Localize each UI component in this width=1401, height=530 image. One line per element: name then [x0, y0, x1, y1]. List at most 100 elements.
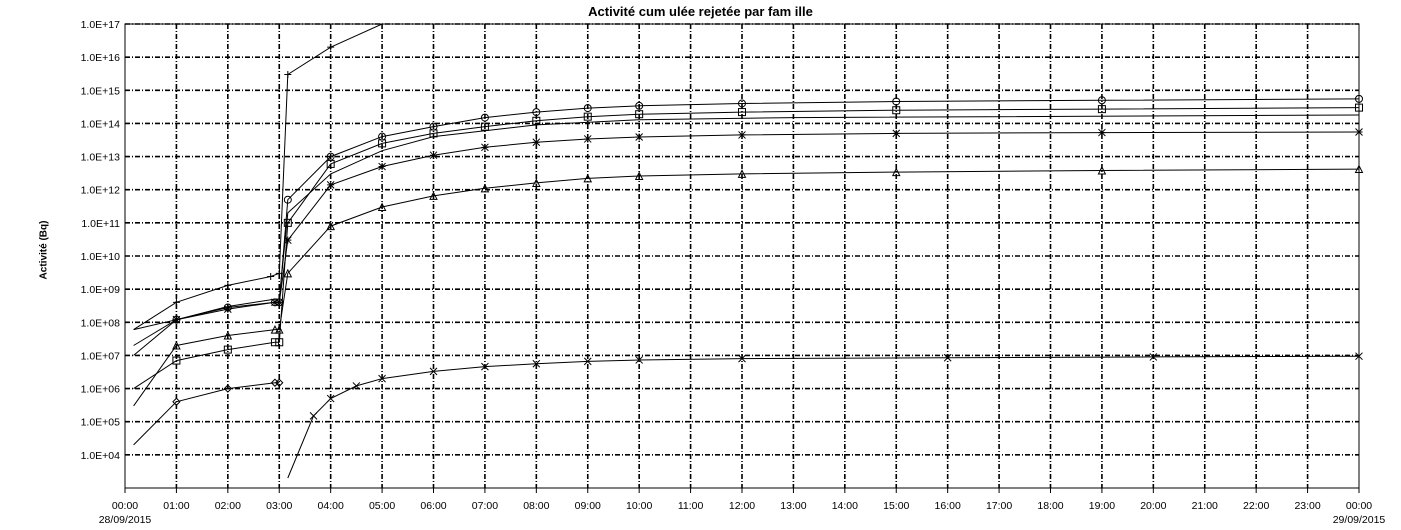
- triangle-marker: [223, 330, 233, 340]
- x-marker: [429, 367, 438, 376]
- y-tick-label: 1.0E+10: [81, 251, 121, 263]
- triangle-marker: [583, 173, 593, 183]
- circle-marker: [738, 99, 746, 108]
- y-tick-label: 1.0E+13: [81, 152, 121, 164]
- x-marker: [532, 359, 541, 368]
- star-marker: [1098, 128, 1106, 137]
- series-line: [133, 382, 280, 446]
- y-tick-label: 1.0E+11: [81, 218, 120, 230]
- x-tick-label: 18:00: [1037, 500, 1063, 512]
- triangle-marker: [172, 340, 181, 350]
- y-tick-label: 1.0E+09: [81, 284, 121, 296]
- star-marker: [378, 162, 386, 171]
- square-marker: [532, 116, 541, 125]
- x-tick-label: 17:00: [986, 500, 1012, 512]
- star-marker: [172, 315, 181, 324]
- circle-marker: [635, 101, 644, 110]
- star-marker: [738, 131, 746, 139]
- x-tick-label: 03:00: [266, 500, 292, 512]
- x-date-label-end: 29/09/2015: [1333, 514, 1386, 526]
- x-tick-label: 01:00: [163, 500, 189, 512]
- plus-marker: [172, 298, 180, 306]
- y-tick-label: 1.0E+14: [81, 118, 121, 130]
- square-marker: [1097, 105, 1106, 114]
- x-tick-label: 13:00: [780, 500, 806, 512]
- series-line: [133, 98, 1360, 356]
- square-marker: [283, 218, 292, 227]
- star-marker: [271, 298, 279, 307]
- x-tick-label: 12:00: [729, 500, 755, 512]
- x-marker: [378, 374, 386, 383]
- star-marker: [275, 298, 284, 307]
- x-tick-label: 21:00: [1192, 500, 1218, 512]
- x-marker: [583, 357, 592, 366]
- triangle-marker: [274, 325, 284, 334]
- x-marker: [481, 362, 489, 371]
- series-3: [133, 114, 1360, 346]
- triangle-marker: [1097, 165, 1107, 175]
- triangle-marker: [326, 221, 335, 231]
- star-marker: [532, 138, 541, 147]
- triangle-marker: [429, 191, 438, 200]
- x-marker: [326, 394, 335, 403]
- square-marker: [480, 122, 489, 131]
- circle-marker: [1097, 96, 1106, 105]
- plus-marker: [224, 281, 232, 289]
- triangle-marker: [377, 202, 387, 212]
- x-tick-label: 10:00: [626, 500, 652, 512]
- x-tick-label: 00:00: [1346, 500, 1372, 512]
- square-marker: [172, 356, 181, 365]
- x-marker: [352, 382, 361, 390]
- square-marker: [1355, 103, 1363, 112]
- y-tick-label: 1.0E+04: [81, 450, 121, 462]
- star-marker: [892, 129, 901, 138]
- plus-marker: [327, 43, 335, 51]
- x-tick-label: 22:00: [1243, 500, 1269, 512]
- square-marker: [270, 338, 279, 347]
- y-tick-label: 1.0E+15: [81, 85, 121, 97]
- circle-marker: [1355, 94, 1363, 103]
- series-2: [133, 103, 1363, 390]
- square-marker: [275, 338, 284, 347]
- square-marker: [223, 345, 232, 354]
- chart-title: Activité cum ulée rejetée par fam ille: [588, 4, 813, 19]
- y-tick-label: 1.0E+05: [81, 417, 121, 429]
- x-tick-label: 07:00: [472, 500, 498, 512]
- series-layer: [133, 23, 1364, 479]
- y-tick-label: 1.0E+17: [81, 19, 121, 31]
- series-line: [133, 168, 1360, 407]
- star-marker: [223, 305, 232, 313]
- x-date-label-start: 28/09/2015: [99, 514, 152, 526]
- series-line: [133, 131, 1360, 331]
- x-tick-label: 02:00: [215, 500, 241, 512]
- star-marker: [1355, 128, 1363, 136]
- series-line: [133, 23, 1359, 331]
- x-tick-label: 05:00: [369, 500, 395, 512]
- x-tick-label: 16:00: [935, 500, 961, 512]
- x-marker: [309, 412, 318, 420]
- x-tick-label: 20:00: [1140, 500, 1166, 512]
- series-6: [133, 378, 284, 446]
- x-tick-label: 23:00: [1294, 500, 1320, 512]
- star-marker: [326, 181, 335, 189]
- circle-marker: [583, 104, 592, 113]
- x-tick-label: 11:00: [678, 500, 704, 512]
- square-marker: [635, 110, 644, 119]
- square-marker: [378, 139, 387, 148]
- diamond-marker: [172, 397, 181, 406]
- square-marker: [892, 106, 901, 115]
- star-marker: [481, 143, 489, 152]
- star-marker: [635, 133, 644, 141]
- circle-marker: [532, 108, 541, 117]
- x-marker: [1149, 353, 1158, 361]
- series-7: [287, 352, 1363, 479]
- x-tick-label: 06:00: [420, 500, 446, 512]
- triangle-marker: [270, 325, 280, 334]
- circle-marker: [892, 97, 901, 106]
- triangle-marker: [283, 268, 293, 278]
- x-marker: [738, 354, 746, 363]
- x-tick-label: 14:00: [832, 500, 858, 512]
- plus-marker: [267, 273, 275, 281]
- diamond-marker: [223, 384, 233, 393]
- series-0: [133, 23, 1359, 331]
